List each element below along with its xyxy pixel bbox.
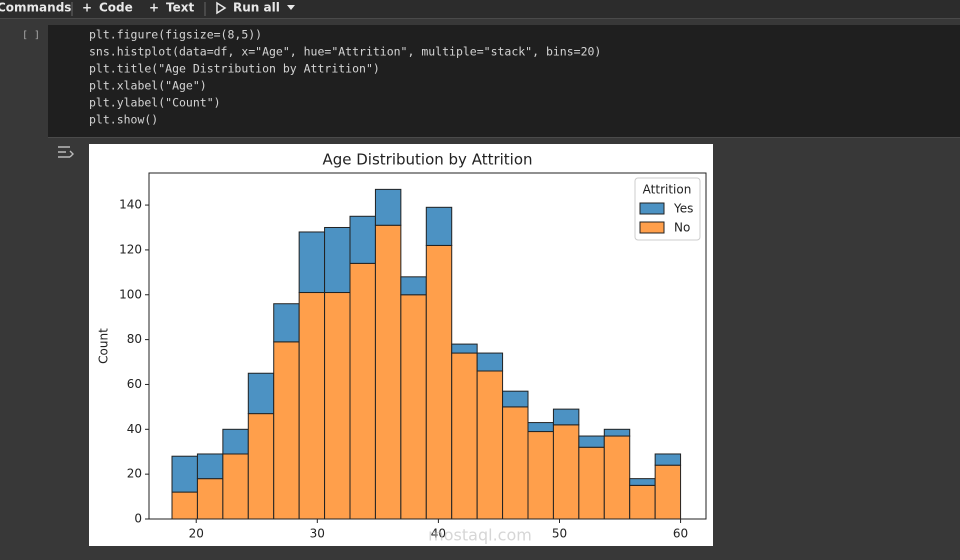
histogram-bar [552,408,580,426]
histogram-bar [578,435,605,448]
add-text-icon: + [149,1,159,15]
y-tick-label: 0 [134,512,142,526]
histogram-bar [324,292,351,520]
y-tick-label: 80 [127,332,142,346]
histogram-bar [400,276,427,296]
x-tick-label: 30 [310,527,325,541]
histogram-bar [400,294,427,520]
code-line: plt.figure(figsize=(8,5)) [89,28,262,42]
histogram-bar [654,464,682,520]
histogram-bar [451,343,478,354]
y-tick-label: 140 [119,198,142,212]
histogram-bar [247,372,275,415]
y-tick-label: 120 [119,242,142,256]
histogram-bar [273,303,300,343]
histogram-bar [527,422,554,433]
code-line: sns.histplot(data=df, x="Age", hue="Attr… [89,45,601,59]
output-icon-lines [58,146,70,158]
output-icon[interactable] [58,146,74,158]
histogram-bar [578,446,605,520]
histogram-bar [476,352,504,372]
histogram-bar [603,435,631,520]
x-tick-label: 50 [552,527,567,541]
histogram-bar [476,370,504,520]
legend-title: Attrition [643,183,692,197]
add-text-button[interactable]: Text [166,1,194,15]
watermark: mostaql.com [428,526,532,545]
histogram-bar [502,406,529,520]
histogram-bar [273,341,300,520]
x-tick-label: 40 [431,527,446,541]
histogram-bar [222,453,249,520]
legend-label: No [674,221,690,235]
histogram-bar [349,262,376,520]
run-menu-arrow[interactable] [287,5,295,10]
legend-label: Yes [673,202,693,216]
axes-frame [148,172,707,520]
chart-title: Age Distribution by Attrition [322,151,532,169]
histogram-bar [196,453,224,480]
histogram-bar [171,491,198,520]
output-icon-arrow [69,150,74,158]
histogram-bar [654,453,682,466]
histogram-bar [502,390,529,408]
histogram-bar [298,292,326,520]
histogram-bar [324,226,351,294]
histogram-bar [349,215,376,264]
code-line: plt.show() [89,113,158,127]
x-tick-label: 20 [189,527,204,541]
code-cell[interactable] [48,25,960,137]
legend-swatch [639,202,665,215]
histogram-bar [603,428,631,437]
histogram-bar [171,455,198,493]
add-code-icon: + [82,1,92,15]
x-tick-label: 60 [673,527,688,541]
histogram-bar [222,428,249,455]
histogram-bar [247,413,275,520]
histogram-bar [451,352,478,520]
code-line: plt.ylabel("Count") [89,96,221,110]
cell-status[interactable]: [ ] [22,30,40,41]
histogram-bar [629,478,656,486]
histogram-bar [374,224,402,520]
histogram-bar [552,424,580,520]
histogram-bar [374,188,402,226]
y-tick-label: 20 [127,467,142,481]
y-axis-label: Count [97,328,111,364]
add-code-button[interactable]: Code [99,1,133,15]
y-tick-label: 40 [127,422,142,436]
histogram-bar [527,431,554,520]
code-line: plt.xlabel("Age") [89,79,207,93]
code-line: plt.title("Age Distribution by Attrition… [89,62,380,76]
histogram-bar [298,231,326,294]
histogram-bar [425,244,453,520]
run-all-button[interactable]: Run all [233,1,280,15]
histogram-bar [629,484,656,520]
commands-button[interactable]: Commands [0,1,71,15]
y-tick-label: 100 [119,287,142,301]
run-icon [216,1,227,15]
y-tick-label: 60 [127,377,142,391]
histogram-bar [425,206,453,246]
legend-swatch [639,221,665,234]
toolbar [0,0,960,18]
histogram-bar [196,478,224,520]
